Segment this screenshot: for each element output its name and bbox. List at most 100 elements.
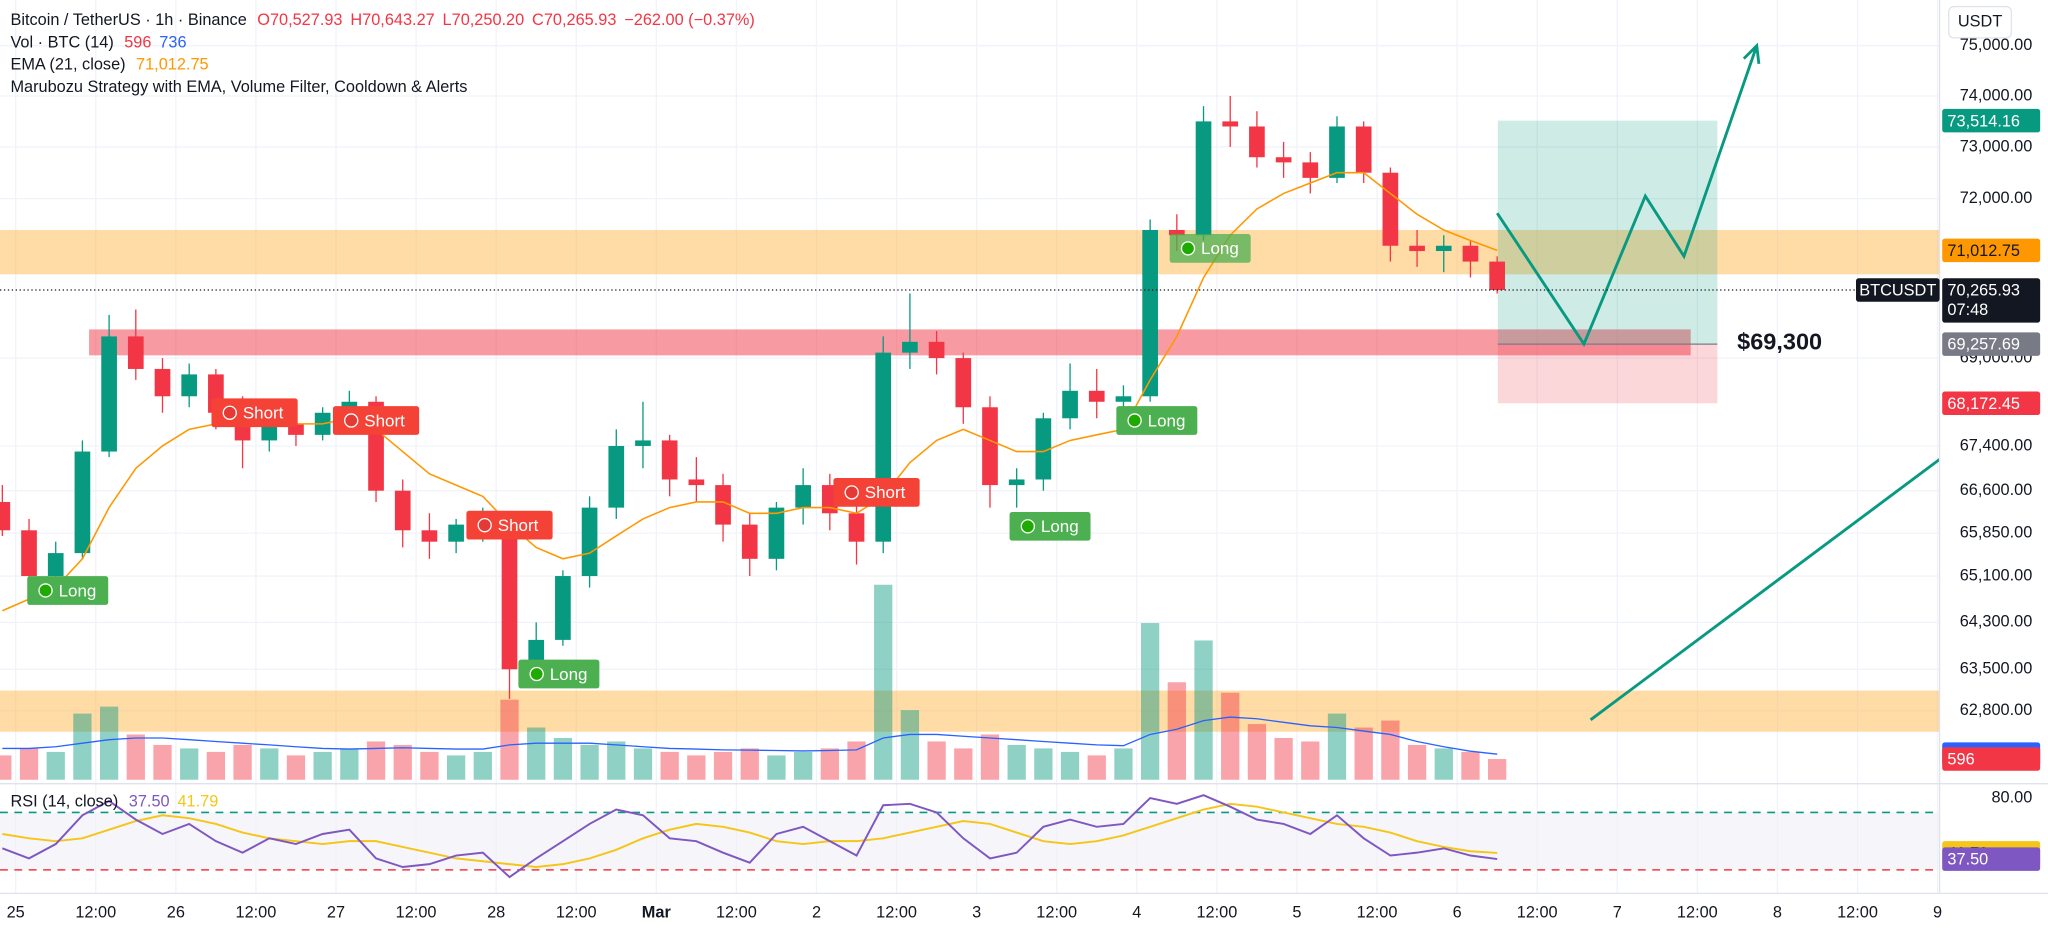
candle-body <box>501 518 518 670</box>
x-tick-label: 12:00 <box>1196 903 1237 921</box>
currency[interactable]: USDT <box>1958 13 2002 31</box>
zone <box>0 690 1940 732</box>
volume-bar <box>206 751 226 780</box>
volume-bar <box>687 755 706 780</box>
x-tick-label: 12:00 <box>236 903 277 921</box>
candle-body <box>1409 245 1425 252</box>
signal-label: Long <box>59 581 97 600</box>
signal-box <box>1169 234 1251 263</box>
volume-bar <box>980 734 1000 780</box>
legend-text: 596 <box>124 33 151 51</box>
candle-body <box>1168 229 1185 236</box>
symbol-tag <box>1856 278 1940 302</box>
signal-box <box>1009 511 1091 541</box>
volume-bar <box>393 744 412 780</box>
candle-body <box>1462 245 1479 262</box>
volume-bar <box>660 751 679 780</box>
candle-body <box>127 336 144 369</box>
volume-bar <box>767 755 786 780</box>
legend-text: −262.00 (−0.37%) <box>624 11 755 29</box>
rsi-ma-line <box>2 802 1498 869</box>
annotation: $69,300 <box>1737 329 1822 355</box>
candle-body <box>394 490 411 531</box>
x-tick-label: 12:00 <box>75 903 116 921</box>
candle-body <box>982 407 998 486</box>
x-tick-label: 28 <box>487 903 505 921</box>
x-tick-label: 26 <box>167 903 185 921</box>
signal-label: Short <box>243 404 284 423</box>
price-tag-label: 71,012.75 <box>1947 242 2020 260</box>
y-tick-label: 64,300.00 <box>1960 613 2033 631</box>
candle-body <box>688 479 705 486</box>
y-tick-label: 63,500.00 <box>1960 660 2033 678</box>
candle-body <box>1035 418 1052 480</box>
candle-body <box>154 368 171 397</box>
candle-body <box>581 507 598 577</box>
candle-body <box>261 423 278 441</box>
volume-bar <box>1087 755 1106 780</box>
x-tick-label: Mar <box>642 903 672 921</box>
y-tick-label: 72,000.00 <box>1960 189 2033 207</box>
legend-text: H70,643.27 <box>350 11 434 29</box>
candle-body <box>101 336 117 452</box>
signal-label: Long <box>550 665 588 684</box>
signal-icon <box>1127 413 1142 428</box>
zone <box>89 329 1691 356</box>
candle-body <box>181 374 198 397</box>
volume-bar <box>1488 759 1507 780</box>
x-tick-label: 12:00 <box>396 903 437 921</box>
signal-label: Short <box>498 516 539 535</box>
volume-bar <box>366 741 386 780</box>
x-tick-label: 27 <box>327 903 345 921</box>
candle-body <box>661 440 678 480</box>
y-tick-label: 65,850.00 <box>1960 523 2033 541</box>
y-tick-label: 65,100.00 <box>1960 566 2033 584</box>
x-tick-label: 12:00 <box>1677 903 1718 921</box>
volume-bar <box>553 737 573 780</box>
candle-body <box>955 358 972 408</box>
volume-bar <box>527 727 546 780</box>
candle-body <box>1249 126 1265 158</box>
trend-drawing <box>1589 458 1941 721</box>
candle-body <box>555 576 571 640</box>
volume-bar <box>580 744 599 780</box>
candle-body <box>1008 479 1025 486</box>
volume-bar <box>1167 682 1186 780</box>
volume-bar <box>1301 741 1320 780</box>
x-tick-label: 12:00 <box>876 903 917 921</box>
candle-body <box>875 352 892 542</box>
volume-bar <box>0 755 12 780</box>
candle-body <box>448 524 464 542</box>
volume-bar <box>954 748 973 780</box>
volume-bar <box>99 706 119 780</box>
signal-label: Short <box>865 483 906 502</box>
signal-icon <box>529 666 544 682</box>
price-tag <box>1942 847 2041 871</box>
y-tick-label: 73,000.00 <box>1960 137 2033 155</box>
x-tick-label: 12:00 <box>556 903 597 921</box>
countdown: 07:48 <box>1947 301 1988 319</box>
volume-bar <box>874 584 893 780</box>
rsi-line <box>2 794 1498 879</box>
x-tick-label: 12:00 <box>716 903 757 921</box>
legend-text: Bitcoin / TetherUS · 1h · Binance <box>10 11 246 29</box>
candle-body <box>1088 390 1105 402</box>
x-tick-label: 12:00 <box>1517 903 1558 921</box>
volume-bar <box>1461 751 1480 780</box>
candle-body <box>902 341 918 353</box>
legend-text: C70,265.93 <box>532 11 616 29</box>
volume-bar <box>820 748 839 780</box>
volume-bar <box>900 710 920 780</box>
signal-icon <box>1020 519 1036 534</box>
volume-bar <box>1274 737 1293 780</box>
y-tick-label: 67,400.00 <box>1960 436 2033 454</box>
legend-text: 71,012.75 <box>136 56 209 74</box>
currency-box[interactable] <box>1948 5 2013 39</box>
volume-ma-line <box>2 716 1498 755</box>
target-zone <box>1497 120 1718 345</box>
signal-label: Short <box>364 411 405 430</box>
x-tick-label: 12:00 <box>1036 903 1077 921</box>
candle-body <box>635 440 651 446</box>
